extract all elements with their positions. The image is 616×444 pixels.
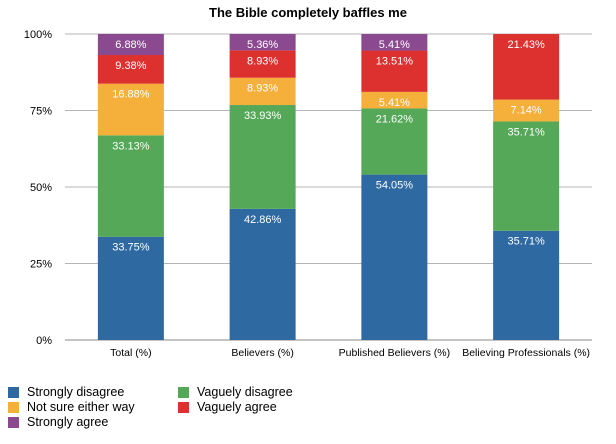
data-label: 33.13% <box>112 140 150 152</box>
legend-swatch <box>178 386 189 398</box>
data-label: 5.36% <box>247 39 278 51</box>
data-label: 54.05% <box>376 180 414 192</box>
data-label: 42.86% <box>244 214 282 226</box>
bar-segment <box>229 208 296 340</box>
legend-label: Strongly disagree <box>27 385 125 399</box>
y-tick-label: 0% <box>36 335 52 347</box>
bar-segment <box>361 174 428 340</box>
bar-segment <box>97 236 164 340</box>
legend-item: Vaguely disagree <box>178 385 293 399</box>
x-tick-label: Believers (%) <box>231 347 293 359</box>
bar-segment <box>97 83 164 136</box>
data-label: 33.75% <box>112 242 150 254</box>
legend-swatch <box>8 401 19 413</box>
x-tick-label: Published Believers (%) <box>339 347 450 359</box>
legend-item: Not sure either way <box>8 400 135 414</box>
bar-segment <box>97 33 164 55</box>
bar-segment <box>493 121 560 231</box>
legend-item: Strongly disagree <box>8 385 124 399</box>
legend-label: Not sure either way <box>27 400 135 414</box>
bar-segment <box>493 34 560 100</box>
data-label: 8.93% <box>247 55 278 67</box>
data-label: 13.51% <box>376 56 414 68</box>
data-label: 16.88% <box>112 89 150 101</box>
bar-segment <box>97 54 164 84</box>
legend-label: Vaguely agree <box>197 400 277 414</box>
x-tick-label: Believing Professionals (%) <box>462 347 590 359</box>
bar-segment <box>361 34 428 51</box>
data-label: 9.38% <box>115 60 146 72</box>
bar-segment <box>361 50 428 92</box>
bar-segment <box>493 230 560 340</box>
y-tick-label: 75% <box>30 106 52 118</box>
legend-item: Vaguely agree <box>178 400 277 414</box>
y-tick-label: 100% <box>24 29 52 41</box>
legend-swatch <box>8 416 19 428</box>
legend-swatch <box>8 386 19 398</box>
bar-segment <box>229 50 296 78</box>
bar-segment <box>361 108 428 175</box>
bar-segment <box>229 77 296 106</box>
bar-segment <box>361 91 428 109</box>
bar-segment <box>493 99 560 122</box>
data-label: 5.41% <box>379 97 410 109</box>
data-label: 6.88% <box>115 39 146 51</box>
legend-label: Strongly agree <box>27 415 109 429</box>
data-label: 35.71% <box>507 126 545 138</box>
legend-label: Vaguely disagree <box>197 385 293 399</box>
y-tick-label: 50% <box>30 182 52 194</box>
y-tick-label: 25% <box>30 259 52 271</box>
plot-area: 0% 25% 50% 75% 100% 33.75% 33.13% 16.88% 9.38% 6.… <box>24 29 592 359</box>
data-label: 7.14% <box>511 105 542 117</box>
bar-segment <box>229 33 296 51</box>
legend-swatch <box>178 401 189 413</box>
data-label: 5.41% <box>379 39 410 51</box>
data-label: 21.43% <box>507 39 545 51</box>
data-label: 8.93% <box>247 83 278 95</box>
legend-item: Strongly agree <box>8 415 108 429</box>
bar-segment <box>97 135 164 237</box>
x-tick-label: Total (%) <box>110 347 151 359</box>
chart-title: The Bible completely baffles me <box>209 5 407 20</box>
data-label: 35.71% <box>507 236 545 248</box>
data-label: 21.62% <box>376 113 414 125</box>
data-label: 33.93% <box>244 110 282 122</box>
bar-segment <box>229 105 296 209</box>
